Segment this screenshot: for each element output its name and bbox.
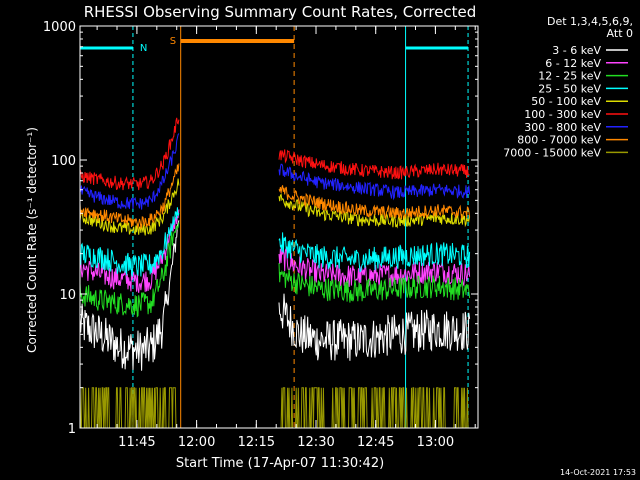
x-axis-label: Start Time (17-Apr-07 11:30:42) (176, 456, 384, 471)
axes: 1 10 100 1000 11:45 12:00 12:15 12:30 12:45 13:00 (43, 20, 479, 450)
series-trace-3-segment-2 (278, 262, 471, 303)
chart-title: RHESSI Observing Summary Count Rates, Co… (84, 3, 477, 21)
legend-label: 25 - 50 keV (538, 82, 601, 95)
series-trace-3-segment-1 (79, 222, 180, 318)
series-trace-1-segment-2 (278, 293, 471, 361)
x-tick-label: 13:00 (417, 435, 454, 450)
series-trace-5-segment-1 (79, 178, 180, 236)
plot-frame (79, 25, 479, 429)
legend-label: 50 - 100 keV (531, 95, 601, 108)
series-trace-7-segment-2 (278, 163, 471, 201)
annotation-n: N (140, 43, 147, 54)
series-trace-5-segment-2 (278, 192, 471, 229)
series-trace-8-segment-1 (79, 163, 180, 230)
legend-header-line: Att 0 (607, 27, 633, 40)
annotation-s: S (170, 36, 176, 47)
x-tick-label: 12:30 (297, 435, 334, 450)
y-tick-label: 10 (59, 288, 76, 303)
y-tick-label: 100 (51, 154, 76, 169)
y-tick-label: 1000 (43, 20, 76, 35)
legend-label: 300 - 800 keV (524, 121, 601, 134)
legend-label: 6 - 12 keV (545, 57, 601, 70)
series-trace-4-segment-2 (278, 232, 471, 273)
series-trace-2-segment-1 (79, 209, 180, 293)
series-trace-1-segment-1 (79, 220, 180, 371)
legend-label: 3 - 6 keV (552, 44, 601, 57)
series-trace-6-segment-1 (79, 117, 180, 191)
legend-label: 800 - 7000 keV (517, 134, 601, 147)
series-trace-6-segment-2 (278, 149, 470, 180)
legend-label: 100 - 300 keV (524, 108, 601, 121)
y-axis-label: Corrected Count Rate (s⁻¹ detector⁻¹) (25, 127, 39, 353)
legend-header-line: Det 1,3,4,5,6,9, (547, 15, 633, 28)
series-trace-2-segment-2 (278, 248, 471, 288)
x-tick-label: 12:45 (357, 435, 394, 450)
x-tick-label: 12:00 (178, 435, 215, 450)
legend-label: 12 - 25 keV (538, 70, 601, 83)
legend-label: 7000 - 15000 keV (503, 146, 601, 159)
x-tick-label: 12:15 (238, 435, 275, 450)
series-trace-4-segment-1 (79, 207, 180, 277)
footer-timestamp: 14-Oct-2021 17:53 (560, 468, 636, 477)
series-trace-7-segment-1 (79, 133, 180, 210)
x-tick-label: 11:45 (118, 435, 155, 450)
series-trace-8-segment-2 (278, 185, 471, 220)
y-tick-label: 1 (68, 422, 76, 437)
